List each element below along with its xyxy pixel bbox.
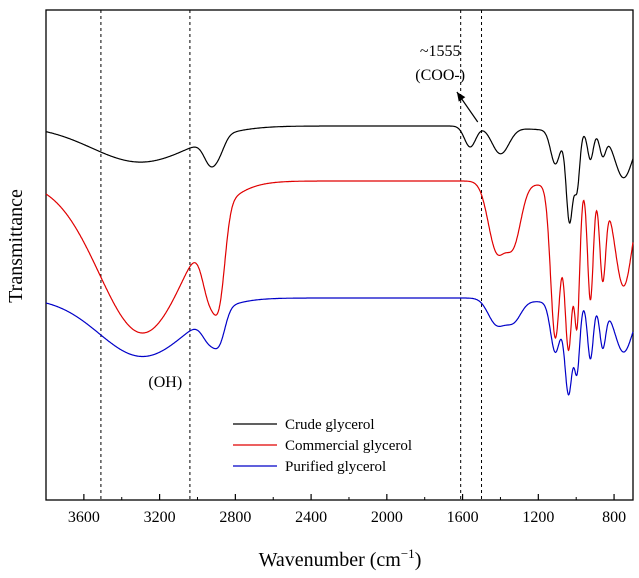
legend-label: Commercial glycerol [285, 438, 412, 454]
x-tick-label: 1200 [522, 509, 554, 526]
coo-annotation-arrow [456, 91, 479, 123]
x-axis-label-close: ) [415, 549, 422, 571]
oh-annotation: (OH) [148, 374, 182, 391]
x-axis-ticks: 3600 3200 2800 2400 2000 1600 1200 800 [45, 494, 626, 526]
x-tick-label: 3600 [68, 509, 100, 526]
coo-annotation-wavenumber: ~1555 [420, 43, 461, 60]
x-axis-label-superscript: −1 [401, 546, 415, 561]
series-layer [45, 125, 634, 396]
series-line-2 [45, 180, 634, 352]
coo-annotation-group: (COO-) [415, 67, 465, 84]
x-tick-label: 3200 [144, 509, 176, 526]
plot-frame [45, 9, 634, 501]
x-tick-label: 1600 [447, 509, 479, 526]
x-tick-label: 2400 [295, 509, 327, 526]
series-line-1 [45, 125, 634, 225]
legend-label: Purified glycerol [285, 459, 386, 475]
arrow-head [456, 92, 466, 102]
legend-label: Crude glycerol [285, 417, 375, 433]
reference-lines [100, 10, 483, 500]
x-tick-label: 2000 [371, 509, 403, 526]
series-line-3 [45, 297, 634, 396]
y-axis-label: Transmittance [5, 189, 27, 303]
x-tick-label: 800 [602, 509, 626, 526]
legend: Crude glycerol Commercial glycerol Purifie… [233, 417, 412, 475]
x-tick-label: 2800 [219, 509, 251, 526]
x-axis-label-main: Wavenumber (cm [259, 549, 402, 571]
x-axis-label: Wavenumber (cm−1) [259, 546, 422, 571]
